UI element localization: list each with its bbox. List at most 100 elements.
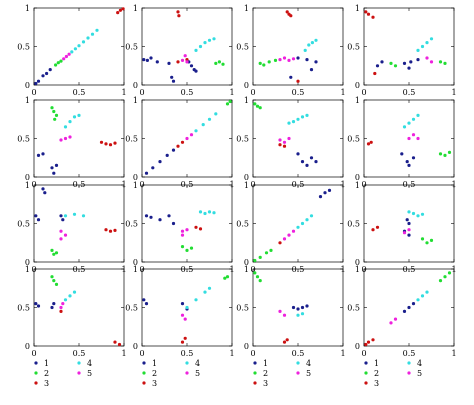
legend-label-1: 1: [152, 359, 157, 368]
data-point: [217, 60, 221, 64]
data-point: [185, 58, 189, 62]
data-point: [411, 211, 416, 216]
data-point: [68, 294, 72, 298]
data-point: [305, 218, 309, 222]
x-tick-label: 1: [340, 88, 345, 97]
legend-label-5: 5: [417, 369, 422, 378]
legend-marker-2: [34, 371, 38, 375]
data-point: [113, 340, 117, 344]
legend-label-4: 4: [417, 359, 422, 368]
data-point: [402, 231, 407, 235]
data-point: [223, 276, 227, 280]
data-point: [183, 317, 187, 321]
y-tick-label: 1: [133, 265, 138, 274]
data-point: [142, 298, 146, 302]
data-point: [420, 212, 425, 216]
data-point: [36, 79, 41, 83]
legend-marker-4: [185, 361, 189, 365]
legend-marker-1: [364, 361, 368, 365]
data-point: [429, 37, 434, 41]
x-tick-label: 0.5: [403, 180, 416, 189]
data-point: [278, 58, 282, 62]
data-point: [194, 129, 198, 133]
legend-label-2: 2: [44, 369, 49, 378]
data-point: [307, 43, 311, 47]
data-point: [366, 340, 371, 344]
data-point: [364, 342, 368, 347]
data-point: [158, 218, 162, 222]
data-point: [289, 14, 293, 18]
data-point: [443, 61, 447, 65]
data-point: [116, 11, 120, 15]
y-tick-label: 1: [244, 96, 249, 105]
legend-label-3: 3: [374, 379, 379, 388]
y-tick-label: 0.5: [236, 220, 249, 229]
data-point: [86, 36, 90, 40]
y-tick-label: 0: [133, 258, 138, 267]
x-tick-label: 0: [139, 180, 144, 189]
legend-label-3: 3: [44, 379, 49, 388]
y-tick-label: 0: [244, 258, 249, 267]
data-point: [214, 112, 218, 116]
data-point: [300, 115, 305, 119]
data-point: [108, 143, 113, 147]
data-point: [185, 248, 189, 252]
data-point: [282, 56, 287, 60]
data-point: [50, 275, 54, 279]
data-point: [371, 338, 375, 342]
data-point: [253, 271, 257, 275]
data-point: [180, 140, 185, 144]
y-tick-label: 0.5: [236, 135, 249, 144]
data-point: [59, 229, 63, 233]
data-point: [305, 113, 309, 117]
data-point: [207, 210, 212, 214]
data-point: [447, 271, 452, 275]
legend-marker-2: [364, 371, 368, 375]
data-point: [366, 12, 371, 16]
data-point: [407, 228, 411, 232]
data-point: [61, 218, 65, 222]
data-point: [269, 248, 273, 252]
data-point: [171, 221, 176, 226]
y-tick-label: 0: [25, 258, 30, 267]
data-point: [314, 160, 318, 164]
data-point: [309, 68, 314, 72]
data-point: [73, 47, 77, 51]
data-point: [253, 258, 257, 263]
data-point: [63, 136, 68, 141]
data-point: [409, 60, 413, 64]
data-point: [262, 63, 266, 67]
data-point: [371, 228, 375, 232]
data-point: [59, 59, 63, 63]
legend-marker-1: [34, 361, 38, 365]
data-point: [183, 54, 187, 58]
data-point: [267, 60, 271, 64]
data-point: [171, 148, 176, 152]
data-point: [167, 214, 171, 218]
y-tick-label: 0: [355, 173, 360, 182]
data-point: [278, 138, 282, 142]
legend-marker-4: [296, 361, 300, 365]
data-point: [77, 113, 81, 117]
data-point: [416, 136, 420, 141]
data-point: [443, 275, 447, 279]
y-tick-label: 0.5: [17, 135, 30, 144]
data-point: [180, 58, 185, 63]
x-tick-label: 1: [121, 349, 126, 358]
data-point: [407, 305, 411, 310]
data-point: [300, 312, 305, 316]
x-tick-label: 0: [250, 88, 255, 97]
data-point: [420, 294, 425, 298]
data-point: [99, 140, 104, 144]
y-tick-label: 0.5: [347, 135, 360, 144]
data-point: [70, 50, 74, 54]
data-point: [53, 117, 57, 121]
y-tick-label: 0.5: [347, 220, 360, 229]
y-tick-label: 0: [25, 342, 30, 351]
data-point: [416, 113, 420, 117]
data-point: [314, 38, 318, 42]
legend-marker-5: [407, 371, 411, 375]
data-point: [177, 14, 181, 18]
y-tick-label: 0: [244, 173, 249, 182]
